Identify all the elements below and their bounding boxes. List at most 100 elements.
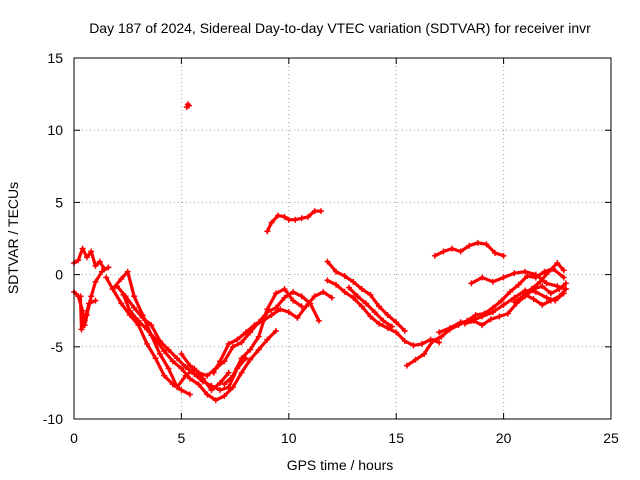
data-point: [358, 286, 365, 293]
data-point: [358, 303, 365, 310]
data-point: [438, 333, 445, 340]
data-point: [487, 316, 494, 323]
data-point: [315, 317, 322, 324]
data-point: [504, 310, 511, 317]
data-point: [191, 371, 198, 378]
data-point: [204, 391, 211, 398]
data-point: [161, 372, 168, 379]
data-point: [341, 288, 348, 295]
data-point: [401, 338, 408, 345]
data-series: [71, 101, 569, 404]
data-point: [294, 314, 301, 321]
series-arc-15: [347, 286, 394, 329]
y-tick-label: 5: [55, 194, 63, 210]
series-arc-11: [265, 209, 323, 233]
data-point: [290, 288, 297, 295]
data-point: [333, 268, 340, 275]
data-point: [152, 336, 159, 343]
data-point: [238, 369, 245, 376]
data-point: [511, 270, 518, 277]
data-point: [238, 355, 245, 362]
y-tick-label: 0: [55, 267, 63, 283]
data-point: [528, 286, 535, 293]
data-point: [272, 304, 279, 311]
data-point: [79, 245, 86, 252]
data-point: [88, 248, 95, 255]
x-tick-label: 0: [70, 430, 78, 446]
data-point: [98, 268, 105, 275]
data-point: [532, 271, 539, 278]
data-point: [144, 326, 151, 333]
data-point: [479, 274, 486, 281]
data-point: [251, 322, 258, 329]
series-arc-13: [325, 260, 407, 333]
data-point: [421, 351, 428, 358]
data-point: [281, 294, 288, 301]
data-point: [457, 319, 464, 326]
data-point: [318, 208, 325, 215]
data-point: [324, 277, 331, 284]
data-point: [217, 358, 224, 365]
data-point: [78, 326, 85, 333]
data-point: [418, 340, 425, 347]
data-point: [217, 387, 224, 394]
data-point: [492, 249, 499, 256]
data-point: [401, 327, 408, 334]
data-point: [124, 268, 131, 275]
data-point: [118, 275, 125, 282]
data-point: [272, 290, 279, 297]
data-point: [479, 322, 486, 329]
data-point: [103, 274, 110, 281]
data-point: [272, 327, 279, 334]
data-point: [210, 369, 217, 376]
data-point: [281, 286, 288, 293]
series-arc-10: [222, 287, 304, 386]
data-point: [277, 306, 284, 313]
data-point: [131, 304, 138, 311]
data-point: [543, 294, 550, 301]
data-point: [185, 102, 192, 109]
series-arc-21: [523, 287, 568, 307]
data-point: [221, 381, 228, 388]
data-point: [229, 372, 236, 379]
data-point: [500, 301, 507, 308]
data-point: [86, 300, 93, 307]
data-point: [225, 340, 232, 347]
data-point: [479, 313, 486, 320]
data-point: [305, 213, 312, 220]
data-point: [229, 384, 236, 391]
data-point: [96, 258, 103, 265]
data-point: [311, 208, 318, 215]
y-tick-label: 10: [47, 122, 63, 138]
data-point: [524, 273, 531, 280]
data-point: [152, 355, 159, 362]
data-point: [515, 281, 522, 288]
data-point: [165, 365, 172, 372]
data-point: [554, 260, 561, 267]
data-point: [264, 336, 271, 343]
data-point: [530, 296, 537, 303]
data-point: [81, 317, 88, 324]
data-point: [466, 242, 473, 249]
y-tick-label: -10: [43, 411, 63, 427]
data-point: [113, 283, 120, 290]
data-point: [135, 317, 142, 324]
data-point: [539, 301, 546, 308]
data-point: [186, 391, 193, 398]
data-point: [350, 278, 357, 285]
data-point: [204, 372, 211, 379]
data-point: [238, 339, 245, 346]
data-point: [178, 351, 185, 358]
data-point: [109, 286, 116, 293]
data-point: [560, 274, 567, 281]
data-point: [156, 351, 163, 358]
data-point: [178, 365, 185, 372]
data-point: [470, 317, 477, 324]
data-point: [507, 288, 514, 295]
grid-lines: [74, 58, 611, 419]
data-point: [393, 319, 400, 326]
data-point: [489, 309, 496, 316]
data-point: [547, 290, 554, 297]
x-tick-label: 5: [178, 430, 186, 446]
